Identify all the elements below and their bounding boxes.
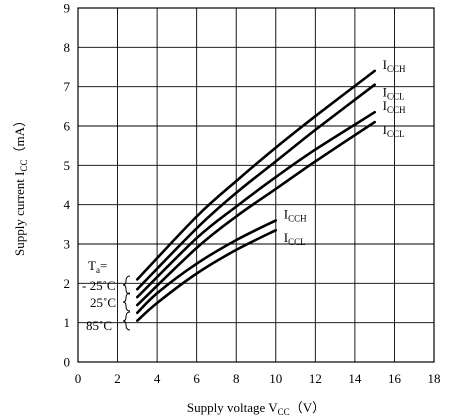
x-tick-label: 18 <box>428 371 441 386</box>
y-tick-label: 5 <box>64 158 71 173</box>
x-tick-label: 2 <box>114 371 121 386</box>
series-line-0 <box>136 69 376 281</box>
y-tick-label: 2 <box>64 276 71 291</box>
grid <box>77 7 435 363</box>
y-tick-label: 1 <box>64 315 71 330</box>
x-tick-label: 10 <box>269 371 282 386</box>
x-tick-label: 12 <box>309 371 322 386</box>
temp-label-25: 25˚C <box>90 295 116 310</box>
brace-minus25 <box>122 275 131 295</box>
x-tick-label: 6 <box>193 371 200 386</box>
y-tick-label: 6 <box>64 119 71 134</box>
y-tick-labels: 0 1 2 3 4 5 6 7 8 9 <box>64 1 71 370</box>
series-label-3: ICCL <box>383 122 405 139</box>
x-tick-label: 0 <box>75 371 82 386</box>
y-tick-label: 7 <box>64 79 71 94</box>
ta-label: Ta= <box>88 258 107 275</box>
y-tick-label: 4 <box>64 197 71 212</box>
series-line-4 <box>136 219 278 315</box>
series-lines <box>136 69 376 322</box>
series-label-5: ICCL <box>284 230 306 247</box>
brace-85 <box>122 311 131 331</box>
y-tick-label: 9 <box>64 1 71 16</box>
temp-label-85: 85˚C <box>86 318 112 333</box>
series-label-0: ICCH <box>383 57 406 74</box>
y-tick-label: 3 <box>64 237 71 252</box>
x-axis-title: Supply voltage VCC（V） <box>187 400 325 417</box>
x-tick-label: 4 <box>154 371 161 386</box>
y-tick-label: 0 <box>64 355 71 370</box>
y-tick-label: 8 <box>64 40 71 55</box>
brace-25 <box>122 292 131 312</box>
series-line-2 <box>136 110 376 299</box>
x-tick-labels: 0 2 4 6 8 10 12 14 16 18 <box>75 371 441 386</box>
series-label-1: ICCL <box>383 85 405 102</box>
x-tick-label: 8 <box>233 371 240 386</box>
series-line-1 <box>136 83 376 291</box>
y-axis-title: Supply current ICC（mA） <box>12 114 29 256</box>
temperature-annotation: Ta= - 25˚C 25˚C 85˚C <box>82 258 131 333</box>
series-line-3 <box>136 120 376 307</box>
x-tick-label: 16 <box>388 371 402 386</box>
series-label-2: ICCH <box>383 98 406 115</box>
plot-frame <box>77 7 435 363</box>
series-label-4: ICCH <box>284 206 307 223</box>
series-line-5 <box>136 228 278 322</box>
x-tick-label: 14 <box>348 371 362 386</box>
temp-label-minus25: - 25˚C <box>82 278 116 293</box>
